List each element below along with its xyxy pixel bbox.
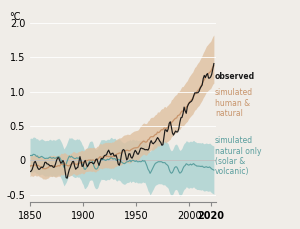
Y-axis label: °C: °C — [9, 12, 21, 22]
Text: simulated
human &
natural: simulated human & natural — [215, 88, 253, 118]
Text: observed: observed — [215, 72, 255, 81]
Text: simulated
natural only
(solar &
volcanic): simulated natural only (solar & volcanic… — [215, 136, 261, 177]
